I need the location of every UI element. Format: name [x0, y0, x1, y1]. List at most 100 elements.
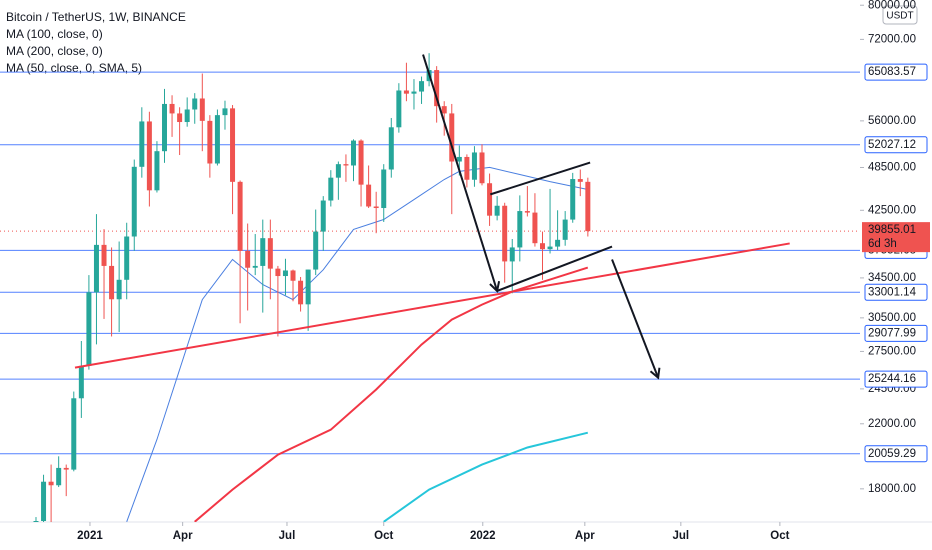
- legend-entry: MA (200, close, 0): [6, 44, 103, 58]
- candle-body: [547, 246, 553, 250]
- y-tick-label: 42500.00: [868, 204, 916, 216]
- candle-body: [577, 179, 583, 182]
- y-tick-label: 72000.00: [868, 33, 916, 45]
- candle-body: [86, 292, 92, 366]
- candle-body: [396, 90, 402, 128]
- trend-line: [74, 242, 790, 369]
- currency-box[interactable]: [882, 5, 918, 25]
- price-line-box: [864, 445, 928, 463]
- price-line-box: [864, 283, 928, 301]
- candle-body: [313, 231, 319, 270]
- candle-body: [388, 127, 394, 170]
- y-tick-label: 30500.00: [868, 312, 916, 324]
- y-tick-label: 34500.00: [868, 272, 916, 284]
- candle-body: [93, 244, 99, 293]
- last-price-box: [862, 222, 930, 253]
- x-tick-label: Apr: [173, 530, 193, 542]
- candle-body: [298, 280, 304, 305]
- currency[interactable]: USDT: [886, 11, 913, 22]
- candle-body: [207, 120, 213, 164]
- candle-body: [222, 108, 228, 116]
- candle-body: [343, 164, 349, 166]
- candle-body: [350, 140, 356, 166]
- candle-body: [101, 244, 107, 266]
- candle-body: [335, 164, 341, 178]
- candle-body: [517, 211, 523, 248]
- candle-body: [184, 109, 190, 123]
- candle-body: [305, 269, 311, 305]
- candle-body: [214, 115, 220, 164]
- candle-body: [177, 113, 183, 123]
- candle-body: [230, 108, 236, 182]
- x-tick-label: Oct: [374, 530, 393, 542]
- candle-body: [109, 265, 115, 300]
- y-tick-label: 48500.00: [868, 162, 916, 174]
- candle-body: [320, 200, 326, 232]
- candle-body: [48, 481, 54, 486]
- last-price-label: 39855.01: [868, 224, 916, 236]
- trend-line: [490, 161, 591, 196]
- candle-body: [71, 398, 77, 470]
- candle-body: [245, 250, 251, 268]
- candle-body: [403, 90, 409, 94]
- candle-body: [434, 70, 440, 107]
- x-tick-label: Apr: [575, 530, 595, 542]
- candle-body: [162, 103, 168, 152]
- candle-body: [441, 106, 447, 114]
- candle-body: [471, 152, 477, 180]
- candle-body: [449, 113, 455, 162]
- candle-body: [252, 265, 258, 268]
- price-line-label: 25244.16: [868, 373, 916, 385]
- price-line-box: [864, 324, 928, 342]
- candle-body: [487, 183, 493, 216]
- price-line-label: 52027.12: [868, 139, 916, 151]
- candle-body: [78, 365, 84, 399]
- chart-title: Bitcoin / TetherUS, 1W, BINANCE: [6, 10, 186, 24]
- moving-average: [194, 266, 589, 522]
- candle-body: [509, 247, 515, 262]
- y-tick-label: 27500.00: [868, 345, 916, 357]
- y-tick-label: 22000.00: [868, 418, 916, 430]
- candle-body: [56, 467, 62, 486]
- y-tick-label: 18000.00: [868, 483, 916, 495]
- candle-body: [381, 169, 387, 209]
- plot-area: [0, 53, 860, 522]
- candle-body: [275, 268, 281, 277]
- legend-entry: MA (50, close, 0, SMA, 5): [6, 61, 142, 75]
- arrow-head: [649, 367, 661, 380]
- candle-body: [419, 81, 425, 92]
- y-tick-label: 56000.00: [868, 115, 916, 127]
- x-tick-label: 2021: [77, 530, 103, 542]
- price-line-label: 65083.57: [868, 66, 916, 78]
- moving-average: [126, 166, 588, 522]
- trend-line: [496, 245, 613, 292]
- candle-body: [267, 238, 273, 269]
- candle-body: [524, 211, 530, 213]
- candle-body: [139, 121, 145, 167]
- candle-body: [358, 140, 364, 185]
- candle-body: [456, 156, 462, 162]
- candle-body: [33, 521, 39, 522]
- x-tick-label: 2022: [470, 530, 496, 542]
- candle-body: [282, 270, 288, 277]
- x-tick-label: Oct: [770, 530, 789, 542]
- candle-body: [169, 103, 175, 114]
- candle-body: [116, 279, 122, 300]
- candle-body: [479, 152, 485, 184]
- last-price-countdown: 6d 3h: [868, 238, 897, 250]
- candle-body: [464, 156, 470, 180]
- price-line-box: [864, 370, 928, 388]
- candle-body: [555, 239, 561, 247]
- candle-body: [585, 181, 591, 232]
- candle-body: [366, 184, 372, 207]
- candle-body: [539, 243, 545, 250]
- candle-body: [532, 212, 538, 244]
- candle-body: [570, 179, 576, 220]
- price-line-box: [864, 136, 928, 154]
- candle-body: [494, 205, 500, 216]
- price-line-label: 29077.99: [868, 327, 916, 339]
- price-line-label: 20059.29: [868, 448, 916, 460]
- candle-body: [131, 166, 137, 237]
- x-tick-label: Jul: [279, 530, 296, 542]
